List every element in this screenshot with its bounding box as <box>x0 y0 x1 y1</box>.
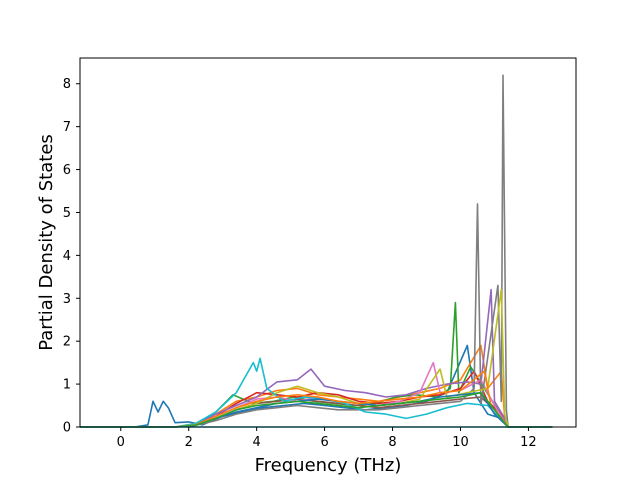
x-tick-label: 2 <box>185 435 193 450</box>
series-line-5 <box>80 288 553 428</box>
y-tick-label: 1 <box>63 378 71 393</box>
y-tick-label: 3 <box>63 292 71 307</box>
series-line-1 <box>80 344 553 428</box>
series-line-13 <box>80 391 553 428</box>
y-tick-label: 2 <box>63 335 71 350</box>
x-tick-label: 12 <box>520 435 537 450</box>
x-tick-label: 6 <box>320 435 328 450</box>
x-tick-label: 10 <box>452 435 469 450</box>
plot-frame <box>79 57 577 428</box>
series-line-8 <box>80 74 553 428</box>
y-axis-ticks: 0 1 2 3 4 5 6 7 8 <box>63 77 80 436</box>
series-lines <box>80 74 553 428</box>
y-tick-label: 8 <box>63 77 71 92</box>
y-tick-label: 7 <box>63 120 71 135</box>
series-line-10 <box>80 357 553 428</box>
series-line-9 <box>80 288 553 428</box>
series-line-12 <box>80 370 553 428</box>
x-tick-label: 8 <box>388 435 396 450</box>
y-tick-label: 0 <box>63 421 71 436</box>
y-tick-label: 4 <box>63 249 71 264</box>
x-axis-ticks: 0 2 4 6 8 10 12 <box>117 427 537 450</box>
y-tick-label: 6 <box>63 163 71 178</box>
x-tick-label: 4 <box>253 435 261 450</box>
x-tick-label: 0 <box>117 435 125 450</box>
x-axis-label: Frequency (THz) <box>255 455 402 476</box>
y-tick-label: 5 <box>63 206 71 221</box>
y-axis-label: Partial Density of States <box>36 134 57 351</box>
